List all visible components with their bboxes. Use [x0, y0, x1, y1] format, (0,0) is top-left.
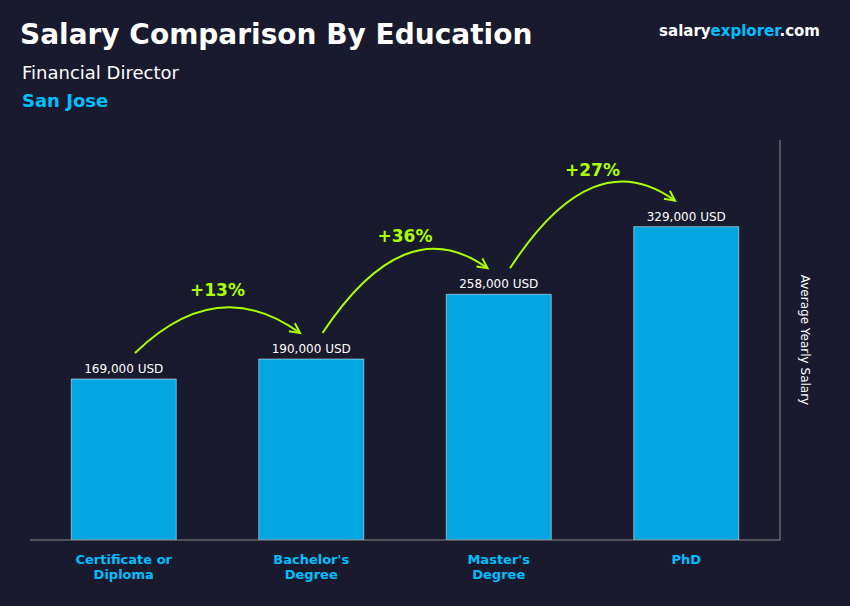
svg-text:PhD: PhD	[671, 552, 701, 567]
svg-text:+27%: +27%	[565, 160, 620, 180]
svg-text:329,000 USD: 329,000 USD	[647, 210, 726, 224]
html-text:Salary Comparison By Education: Salary Comparison By Education	[20, 18, 533, 51]
svg-text:Average Yearly Salary: Average Yearly Salary	[798, 275, 812, 405]
html-text:Financial Director: Financial Director	[22, 62, 179, 83]
html-text:salary explorer.com: salary explorer.com	[659, 22, 820, 40]
svg-text:258,000 USD: 258,000 USD	[459, 277, 538, 291]
svg-text:+36%: +36%	[378, 226, 433, 246]
svg-text:Master'sDegree: Master'sDegree	[467, 552, 530, 582]
html-text:San Jose: San Jose	[22, 90, 109, 111]
svg-text:190,000 USD: 190,000 USD	[272, 342, 351, 356]
svg-text:+13%: +13%	[190, 280, 245, 300]
svg-text:Bachelor'sDegree: Bachelor'sDegree	[273, 552, 349, 582]
svg-text:169,000 USD: 169,000 USD	[84, 362, 163, 376]
svg-text:Certificate orDiploma: Certificate orDiploma	[76, 552, 173, 582]
